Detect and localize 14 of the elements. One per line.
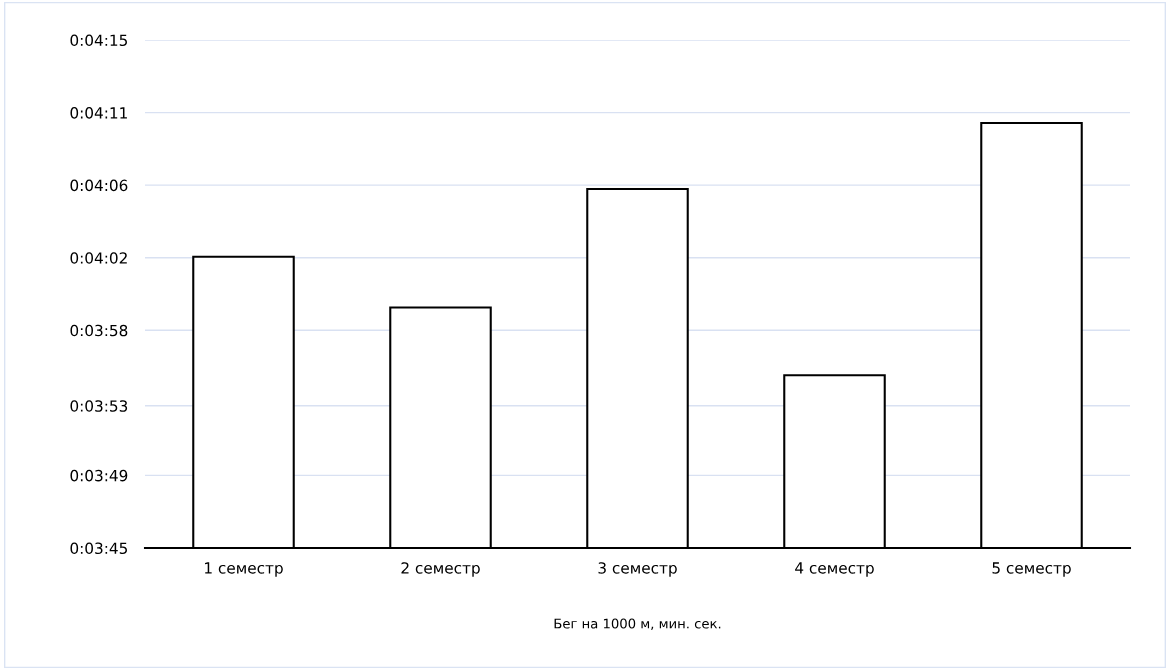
y-tick-label: 0:04:15 xyxy=(70,34,127,47)
y-tick-label: 0:03:58 xyxy=(70,324,128,337)
y-tick-label: 0:04:11 xyxy=(70,107,127,119)
y-tick-label: 0:03:49 xyxy=(70,469,128,482)
x-tick-label: 2 семестр xyxy=(401,562,480,577)
x-tick-label: 3 семестр xyxy=(598,562,677,577)
x-tick-label: 5 семестр xyxy=(992,562,1071,577)
y-tick-label: 0:04:06 xyxy=(70,179,128,192)
y-tick-label: 0:03:53 xyxy=(70,400,128,412)
x-axis-title: Бег на 1000 м, мин. сек. xyxy=(554,618,721,630)
x-tick-label: 4 семестр xyxy=(795,562,874,577)
y-tick-label: 0:04:02 xyxy=(70,252,127,264)
y-tick-label: 0:03:45 xyxy=(70,542,127,555)
x-tick-label: 1 семестр xyxy=(205,562,283,577)
